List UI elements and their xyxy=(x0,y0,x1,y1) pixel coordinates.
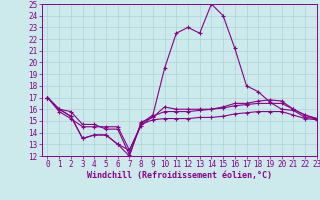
X-axis label: Windchill (Refroidissement éolien,°C): Windchill (Refroidissement éolien,°C) xyxy=(87,171,272,180)
